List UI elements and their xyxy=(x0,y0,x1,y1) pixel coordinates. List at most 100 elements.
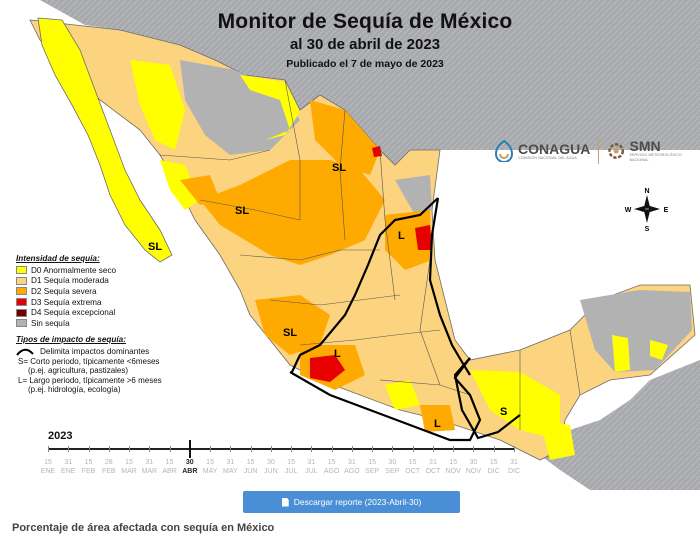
map-label-sl-center: SL xyxy=(283,327,297,339)
map-label-s-southeast: S xyxy=(500,406,507,418)
timeline-tick[interactable] xyxy=(473,446,475,452)
timeline-month-label: MAR xyxy=(121,468,137,475)
timeline-month-label: OCT xyxy=(405,468,421,475)
timeline-tick[interactable] xyxy=(48,446,49,452)
timeline-month-label: MAY xyxy=(202,468,218,475)
timeline-axis xyxy=(48,448,514,450)
neighbor-land-usa xyxy=(0,0,700,170)
region-d3-michoacan xyxy=(310,355,345,382)
compass-s: S xyxy=(645,226,650,232)
region-d0-north xyxy=(240,75,300,140)
region-d0-southeast xyxy=(470,370,560,440)
timeline-day-label: 15 xyxy=(206,459,214,466)
timeline-day-label: 31 xyxy=(307,459,316,466)
timeline-tick[interactable] xyxy=(493,446,495,452)
impact-line-legend: Delimita impactos dominantes xyxy=(16,347,206,357)
legend-swatch xyxy=(16,276,27,285)
timeline-slider[interactable]: 2023 15 ENE 31 ENE 15 FEB 28 FEB 15 MAR 31 MAR 15 ABR… xyxy=(41,430,526,486)
legend-label: D3 Sequía extrema xyxy=(31,297,102,307)
map-label-sl-baja: SL xyxy=(148,241,162,253)
map-label-sl-northwest: SL xyxy=(235,205,249,217)
compass-rose-icon: N S W E xyxy=(625,188,669,232)
timeline-month-label: OCT xyxy=(425,468,441,475)
mexico-map-svg: SL SL SL SL L L L S xyxy=(0,0,700,490)
timeline-day-label: 15 xyxy=(408,459,417,466)
timeline-day-label: 31 xyxy=(510,459,518,466)
region-d2-sierra xyxy=(200,160,385,265)
conagua-subtitle: COMISIÓN NACIONAL DEL AGUA xyxy=(518,155,577,160)
timeline-tick[interactable] xyxy=(392,446,394,452)
region-d2-huasteca xyxy=(385,210,432,270)
legend-swatch xyxy=(16,287,27,296)
timeline-tick[interactable] xyxy=(432,446,434,452)
timeline-month-label: MAY xyxy=(223,468,238,475)
region-d0-nw xyxy=(130,60,185,150)
download-report-button[interactable]: Descargar reporte (2023-Abril-30) xyxy=(243,491,460,513)
timeline-day-label: 31 xyxy=(226,459,235,466)
timeline-day-label: 28 xyxy=(104,459,113,466)
timeline-tick[interactable] xyxy=(108,446,110,452)
timeline-tick[interactable] xyxy=(291,446,293,452)
region-d0-yucatan xyxy=(612,335,630,372)
timeline-tick[interactable] xyxy=(351,446,353,452)
smn-icon xyxy=(608,143,625,159)
legend-item-d1: D1 Sequía moderada xyxy=(16,276,206,287)
timeline-month-label: FEB xyxy=(81,468,96,475)
compass-e: E xyxy=(664,207,669,214)
impact-heading: Tipos de impacto de sequía: xyxy=(16,334,126,344)
impact-short-label: S= Corto periodo, típicamente <6meses xyxy=(18,356,160,366)
timeline-current-marker[interactable] xyxy=(189,440,191,458)
timeline-tick[interactable] xyxy=(169,446,171,452)
neighbor-land-central-america xyxy=(470,360,700,490)
timeline-day-label: 31 xyxy=(348,459,356,466)
timeline-tick[interactable] xyxy=(129,446,131,452)
timeline-day-label: 15 xyxy=(489,459,498,466)
timeline-day-label: 31 xyxy=(64,459,73,466)
timeline-tick[interactable] xyxy=(270,446,272,452)
timeline-tick[interactable] xyxy=(149,446,151,452)
timeline-month-label: AGO xyxy=(323,468,340,475)
timeline-tick[interactable] xyxy=(88,446,90,452)
map-label-sl-northeast: SL xyxy=(332,162,346,174)
impact-line-east xyxy=(428,197,471,376)
map-date: al 30 de abril de 2023 xyxy=(289,36,441,53)
agency-logos: CONAGUA COMISIÓN NACIONAL DEL AGUA SMN S… xyxy=(494,134,690,168)
timeline-month-label: NOV xyxy=(465,468,482,475)
logo-divider xyxy=(598,138,600,164)
timeline-day-label: 15 xyxy=(327,459,336,466)
legend-item-d2: D2 Sequía severa xyxy=(16,286,206,297)
timeline-tick[interactable] xyxy=(453,446,455,452)
timeline-tick[interactable] xyxy=(250,446,252,452)
impact-line-southeast xyxy=(453,357,521,440)
timeline-day-label: 31 xyxy=(145,459,154,466)
timeline-day-label: 15 xyxy=(287,459,296,466)
region-d0-guerrero xyxy=(385,380,420,410)
region-d2-sinaloa xyxy=(180,175,220,205)
timeline-tick[interactable] xyxy=(230,446,232,452)
timeline-tick[interactable] xyxy=(210,446,212,452)
timeline-day-label: 30 xyxy=(266,459,275,466)
region-d3-nl xyxy=(372,146,382,157)
timeline-month-label: ENE xyxy=(40,468,56,475)
baja-california xyxy=(37,17,173,263)
compass-n: N xyxy=(644,188,649,195)
timeline-tick[interactable] xyxy=(412,446,414,452)
timeline-tick[interactable] xyxy=(311,446,313,452)
timeline-month-label: JUL xyxy=(284,468,298,475)
state-borders xyxy=(159,79,581,430)
map-title: Monitor de Sequía de México xyxy=(217,10,513,33)
timeline-tick[interactable] xyxy=(331,446,333,452)
download-report-label: Descargar reporte (2023-Abril-30) xyxy=(293,497,422,507)
region-d0-chiapas xyxy=(540,420,575,460)
timeline-month-label: DIC xyxy=(507,468,521,475)
conagua-name: CONAGUA xyxy=(518,140,591,157)
region-d2-center xyxy=(255,295,330,355)
timeline-day-label: 15 xyxy=(44,459,52,466)
timeline-day-label: 15 xyxy=(368,459,377,466)
timeline-tick[interactable] xyxy=(372,446,374,452)
timeline-tick[interactable] xyxy=(68,446,70,452)
legend: Intensidad de sequía: D0 Anormalmente se… xyxy=(16,254,206,395)
timeline-day-label: 15 xyxy=(84,459,93,466)
legend-swatch xyxy=(16,266,27,275)
timeline-tick[interactable] xyxy=(514,446,515,452)
